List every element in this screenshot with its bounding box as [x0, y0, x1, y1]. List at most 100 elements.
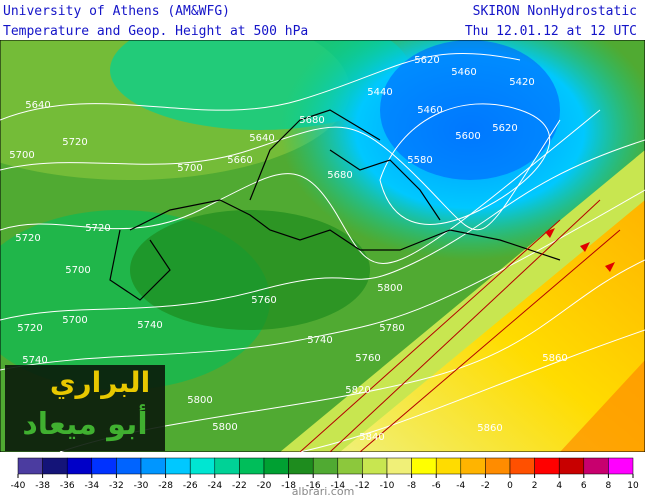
- colorbar-label: -4: [456, 481, 465, 491]
- colorbar-label: -18: [281, 481, 296, 491]
- colorbar-box: [140, 457, 166, 475]
- colorbar-label: -32: [109, 481, 124, 491]
- watermark-title: البراري: [50, 366, 150, 399]
- colorbar-box: [288, 457, 314, 475]
- colorbar-label: -2: [481, 481, 490, 491]
- contour-label: 5860: [542, 353, 567, 364]
- contour-label: 5680: [327, 170, 352, 181]
- colorbar-box: [42, 457, 68, 475]
- contour-label: 5660: [227, 155, 252, 166]
- contour-label: 5700: [62, 315, 87, 326]
- colorbar-label: -10: [380, 481, 395, 491]
- contour-label: 5600: [455, 131, 480, 142]
- contour-label: 5800: [212, 422, 237, 433]
- coastlines: [109, 109, 561, 301]
- contour-label: 5620: [492, 123, 517, 134]
- colorbar-box: [558, 457, 585, 475]
- colorbar-label: -12: [355, 481, 370, 491]
- colorbar-box: [263, 457, 289, 475]
- colorbar-label: -28: [158, 481, 173, 491]
- colorbar-box: [165, 457, 191, 475]
- contour-label: 5860: [477, 423, 502, 434]
- colorbar-label: -26: [183, 481, 198, 491]
- colorbar-box: [91, 457, 117, 475]
- colorbar-box: [485, 457, 511, 475]
- colorbar-box: [608, 457, 634, 475]
- contour-label: 5620: [414, 55, 439, 66]
- colorbar-box: [386, 457, 412, 475]
- contour-label: 5740: [137, 320, 162, 331]
- contour-label: 5580: [407, 155, 432, 166]
- colorbar-box: [17, 457, 43, 475]
- header-right: SKIRON NonHydrostatic: [473, 4, 637, 19]
- watermark-site: albrari.com: [292, 485, 355, 498]
- colorbar-box: [411, 457, 437, 475]
- header-left: Temperature and Geop. Height at 500 hPa: [3, 24, 308, 39]
- watermark-box: [5, 365, 165, 451]
- contour-label: 5700: [177, 163, 202, 174]
- contour-label: 5680: [299, 115, 324, 126]
- contour-label: 5820: [345, 385, 370, 396]
- contour-label: 5640: [249, 133, 274, 144]
- colorbar-label: 10: [627, 481, 639, 491]
- watermark-subtitle: أبو ميعاد: [22, 404, 147, 442]
- contour-label: 5700: [65, 265, 90, 276]
- colorbar-label: -30: [134, 481, 149, 491]
- colorbar-label: 8: [606, 481, 612, 491]
- contour-label: 5780: [379, 323, 404, 334]
- colorbar-label: -6: [432, 481, 441, 491]
- colorbar-box: [116, 457, 142, 475]
- contour-label: 5720: [17, 323, 42, 334]
- colorbar-label: -24: [207, 481, 222, 491]
- colorbar-label: -38: [35, 481, 50, 491]
- colorbar: -40 -38 -36 -34 -32 -30 -28 -26 -24 -22 -20 -18 -16-…: [11, 457, 639, 491]
- header-bg: [0, 0, 645, 40]
- colorbar-label: 2: [532, 481, 538, 491]
- header-left: University of Athens (AM&WFG): [3, 4, 230, 19]
- colorbar-box: [583, 457, 609, 475]
- colorbar-box: [362, 457, 388, 475]
- colorbar-box: [337, 457, 363, 475]
- colorbar-label: -34: [84, 481, 99, 491]
- colorbar-label: -20: [257, 481, 272, 491]
- contour-label: 5720: [62, 137, 87, 148]
- contour-label: 5840: [359, 432, 384, 443]
- colorbar-box: [534, 457, 560, 475]
- colorbar-box: [460, 457, 486, 475]
- colorbar-label: -40: [11, 481, 26, 491]
- colorbar-box: [435, 457, 462, 475]
- colorbar-label: 4: [556, 481, 562, 491]
- colorbar-box: [239, 457, 265, 475]
- arrows: [545, 228, 615, 272]
- contour-label: 5720: [15, 233, 40, 244]
- contour-label: 5720: [85, 223, 110, 234]
- contour-label: 5800: [187, 395, 212, 406]
- colorbar-box: [214, 457, 240, 475]
- colorbar-box: [66, 457, 93, 475]
- contour-labels: 5640 5720 5700 5660 5640 5700 5680 5720 5720 5700…: [9, 55, 567, 443]
- colorbar-label: -14: [330, 481, 345, 491]
- contour-label: 5740: [22, 355, 47, 366]
- contour-label: 5440: [367, 87, 392, 98]
- contour-label: 5740: [307, 335, 332, 346]
- colorbar-label: -8: [407, 481, 416, 491]
- contour-label: 5800: [377, 283, 402, 294]
- colorbar-label: 0: [507, 481, 513, 491]
- contour-label: 5460: [451, 67, 476, 78]
- colorbar-box: [189, 457, 216, 475]
- colorbar-box: [509, 457, 535, 475]
- colorbar-label: -22: [232, 481, 247, 491]
- grid-lines: [299, 199, 621, 453]
- contour-label: 5420: [509, 77, 534, 88]
- colorbar-label: -36: [60, 481, 75, 491]
- colorbar-box: [312, 457, 339, 475]
- contour-label: 5700: [9, 150, 34, 161]
- contour-label: 5760: [355, 353, 380, 364]
- colorbar-label: 6: [581, 481, 587, 491]
- contour-label: 5640: [25, 100, 50, 111]
- contour-label: 5760: [251, 295, 276, 306]
- header-right: Thu 12.01.12 at 12 UTC: [465, 24, 637, 39]
- contour-label: 5460: [417, 105, 442, 116]
- colorbar-label: -16: [306, 481, 321, 491]
